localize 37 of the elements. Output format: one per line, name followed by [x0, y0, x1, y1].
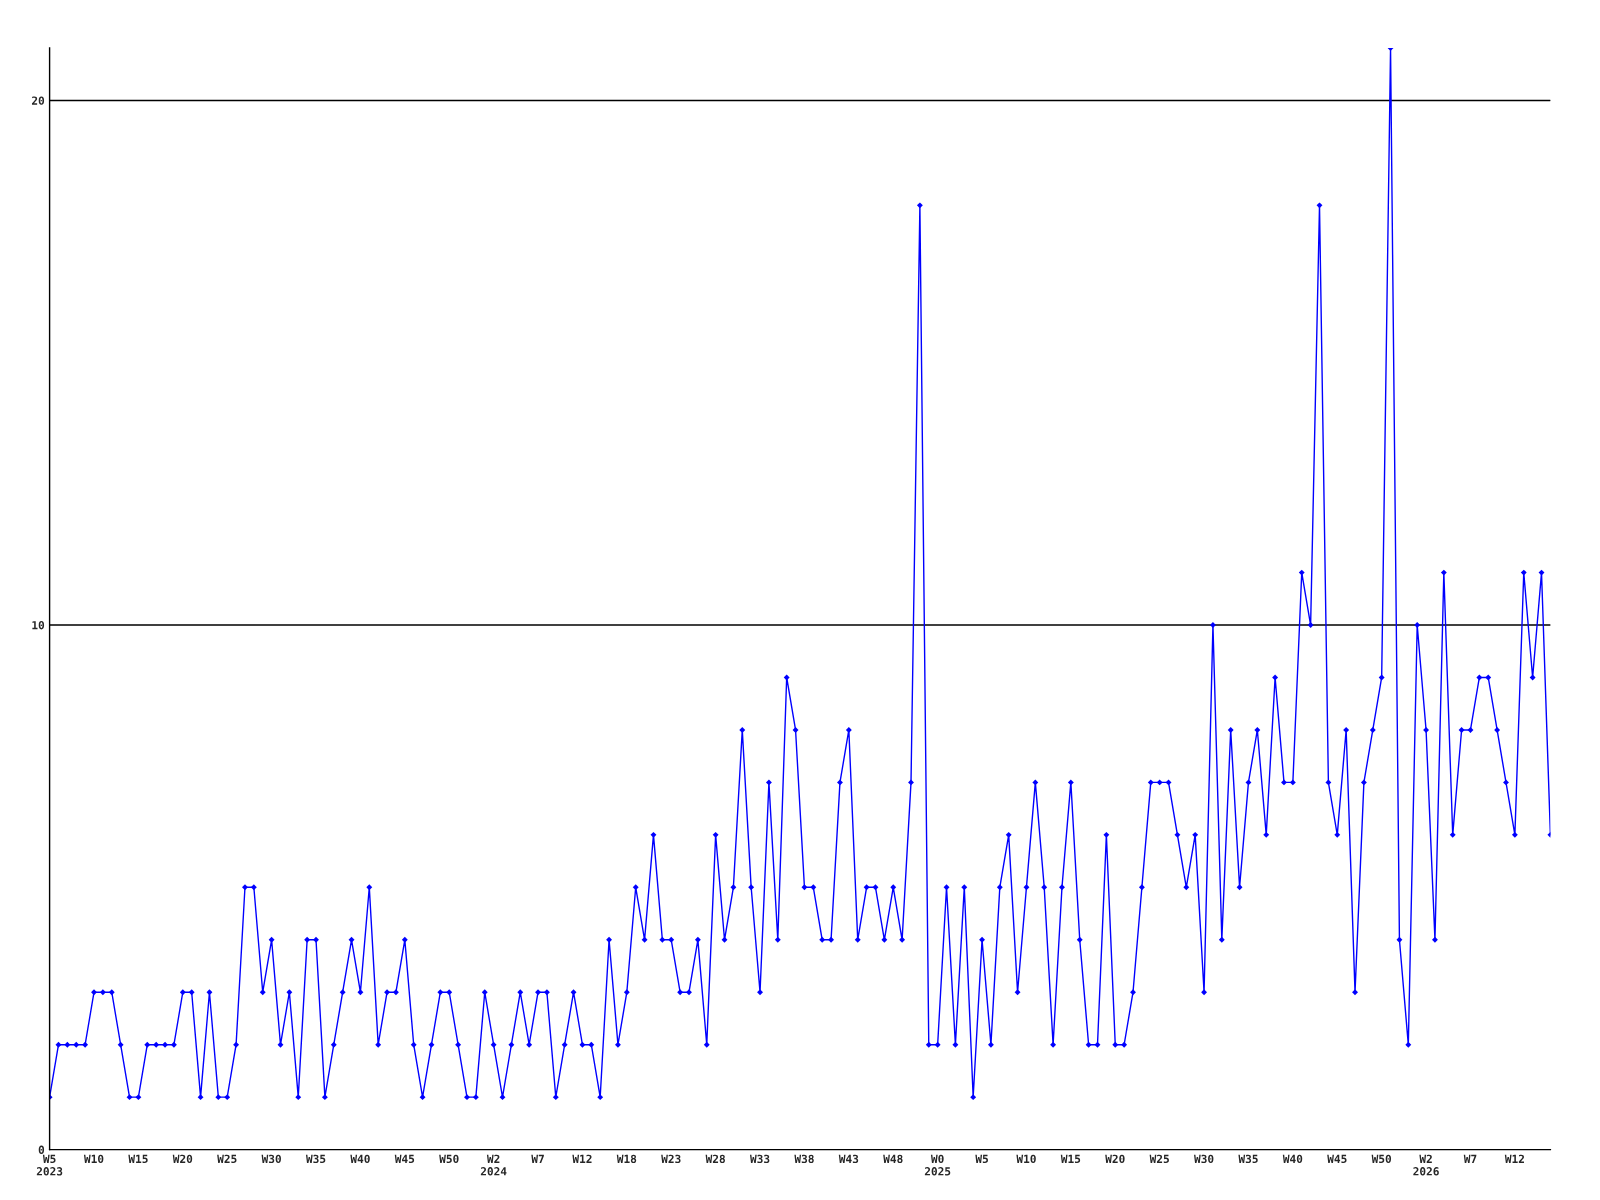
x-tick-label: W20 — [1105, 1154, 1125, 1164]
x-tick-label: W40 — [350, 1154, 370, 1164]
x-tick-label: W40 — [1282, 1154, 1303, 1164]
x-tick-label: W20 — [172, 1154, 193, 1164]
x-tick-label: W45 — [1327, 1154, 1347, 1164]
x-tick-label: W10 — [1016, 1154, 1036, 1164]
x-tick-label: W0 2025 — [924, 1154, 951, 1176]
x-tick-label: W33 — [750, 1154, 770, 1164]
x-tick-label: W18 — [616, 1154, 637, 1164]
y-tick-label: 0 — [38, 1145, 45, 1154]
y-tick-label: 10 — [32, 621, 45, 630]
x-tick-label: W30 — [261, 1154, 281, 1164]
x-tick-label: W30 — [1194, 1154, 1214, 1164]
x-tick-label: W50 — [439, 1154, 459, 1164]
y-tick-label: 20 — [31, 96, 45, 105]
x-tick-label: W23 — [661, 1154, 681, 1164]
x-tick-label: W2 2024 — [480, 1154, 507, 1176]
x-tick-label: W43 — [838, 1154, 859, 1164]
x-tick-label: W12 — [572, 1154, 592, 1163]
x-tick-label: W35 — [1238, 1154, 1258, 1164]
x-tick-label: W12 — [1504, 1154, 1524, 1163]
x-tick-label: W38 — [794, 1154, 814, 1164]
x-tick-label: W25 — [217, 1154, 237, 1164]
x-tick-label: W7 — [1463, 1154, 1477, 1163]
x-tick-label: W5 2023 — [36, 1154, 63, 1176]
x-tick-label: W48 — [883, 1154, 903, 1164]
x-tick-label: W2 2026 — [1413, 1154, 1439, 1176]
x-tick-label: W10 — [83, 1154, 104, 1164]
x-tick-label: W50 — [1371, 1154, 1392, 1164]
x-tick-label: W25 — [1149, 1154, 1169, 1164]
x-tick-label: W45 — [394, 1154, 415, 1164]
x-tick-label: W15 — [128, 1154, 148, 1164]
x-tick-label: W28 — [705, 1154, 725, 1164]
x-tick-label: W35 — [305, 1154, 326, 1164]
x-tick-label: W5 — [975, 1154, 988, 1164]
x-tick-label: W15 — [1060, 1154, 1081, 1164]
x-tick-label: W7 — [531, 1154, 544, 1163]
